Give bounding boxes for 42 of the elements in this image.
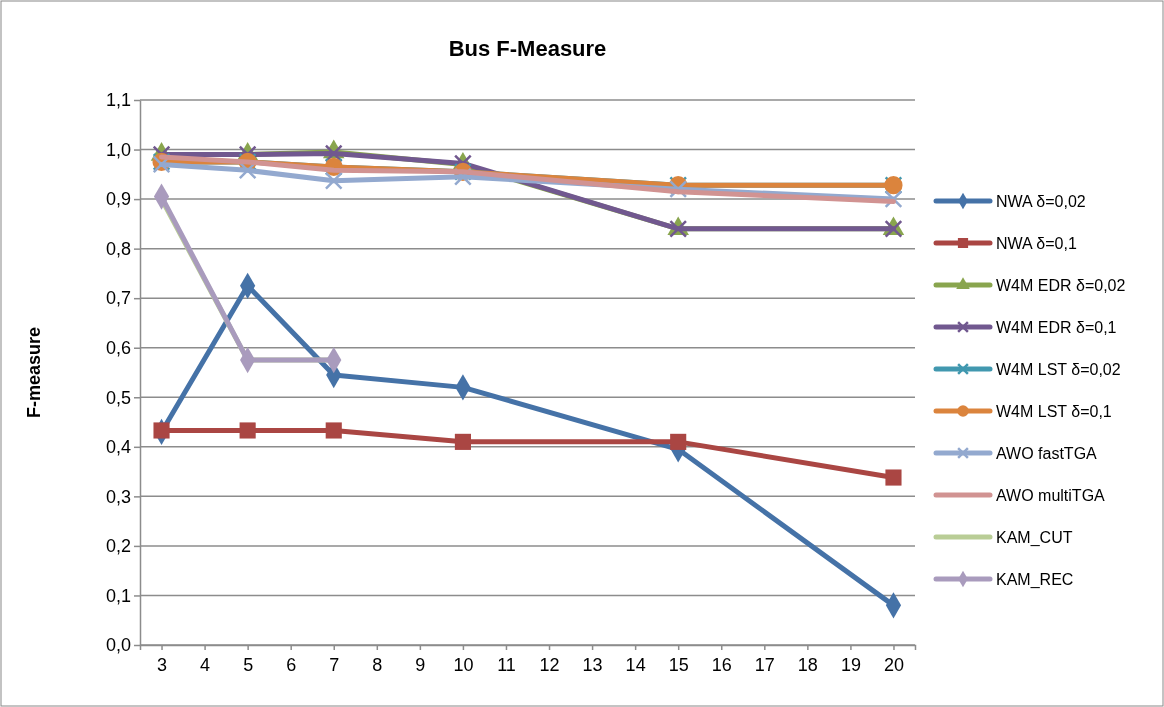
x-tick-label: 16 [711, 654, 732, 675]
y-tick-label: 0,0 [105, 635, 131, 656]
x-tick-label: 14 [625, 654, 646, 675]
x-tick-label: 10 [453, 654, 474, 675]
legend-label: W4M EDR δ=0,02 [996, 277, 1126, 294]
legend-label: W4M EDR δ=0,1 [996, 319, 1117, 336]
legend-label: W4M LST δ=0,1 [996, 403, 1112, 420]
legend-label: AWO fastTGA [996, 445, 1098, 462]
y-tick-label: 0,8 [105, 238, 131, 259]
x-tick-label: 13 [582, 654, 603, 675]
legend-label: NWA δ=0,02 [996, 193, 1086, 210]
y-tick-label: 0,3 [105, 486, 131, 507]
chart-title: Bus F-Measure [448, 36, 607, 61]
legend-label: W4M LST δ=0,02 [996, 361, 1121, 378]
x-tick-label: 11 [497, 654, 516, 675]
y-tick-label: 1,1 [105, 90, 131, 111]
y-tick-label: 0,9 [105, 189, 131, 210]
x-tick-label: 17 [754, 654, 775, 675]
x-tick-label: 5 [243, 654, 254, 675]
legend-label: KAM_REC [996, 571, 1074, 589]
x-tick-label: 9 [415, 654, 426, 675]
x-tick-label: 20 [883, 654, 904, 675]
y-tick-label: 0,1 [105, 585, 131, 606]
legend-label: NWA δ=0,1 [996, 235, 1077, 252]
y-tick-label: 0,6 [105, 337, 131, 358]
y-tick-label: 0,7 [105, 288, 131, 309]
y-tick-label: 0,5 [105, 387, 131, 408]
y-tick-label: 0,4 [105, 437, 131, 458]
x-tick-label: 19 [840, 654, 861, 675]
x-tick-label: 8 [372, 654, 383, 675]
x-tick-label: 6 [286, 654, 297, 675]
y-axis-title: F-measure [24, 326, 44, 419]
x-tick-label: 3 [157, 654, 168, 675]
x-tick-label: 4 [200, 654, 211, 675]
legend-label: KAM_CUT [996, 529, 1073, 547]
y-tick-label: 1,0 [105, 139, 131, 160]
legend-label: AWO multiTGA [996, 487, 1106, 504]
x-tick-label: 7 [329, 654, 340, 675]
x-tick-label: 15 [668, 654, 689, 675]
x-tick-label: 18 [797, 654, 818, 675]
x-tick-label: 12 [539, 654, 560, 675]
y-tick-label: 0,2 [105, 536, 131, 557]
